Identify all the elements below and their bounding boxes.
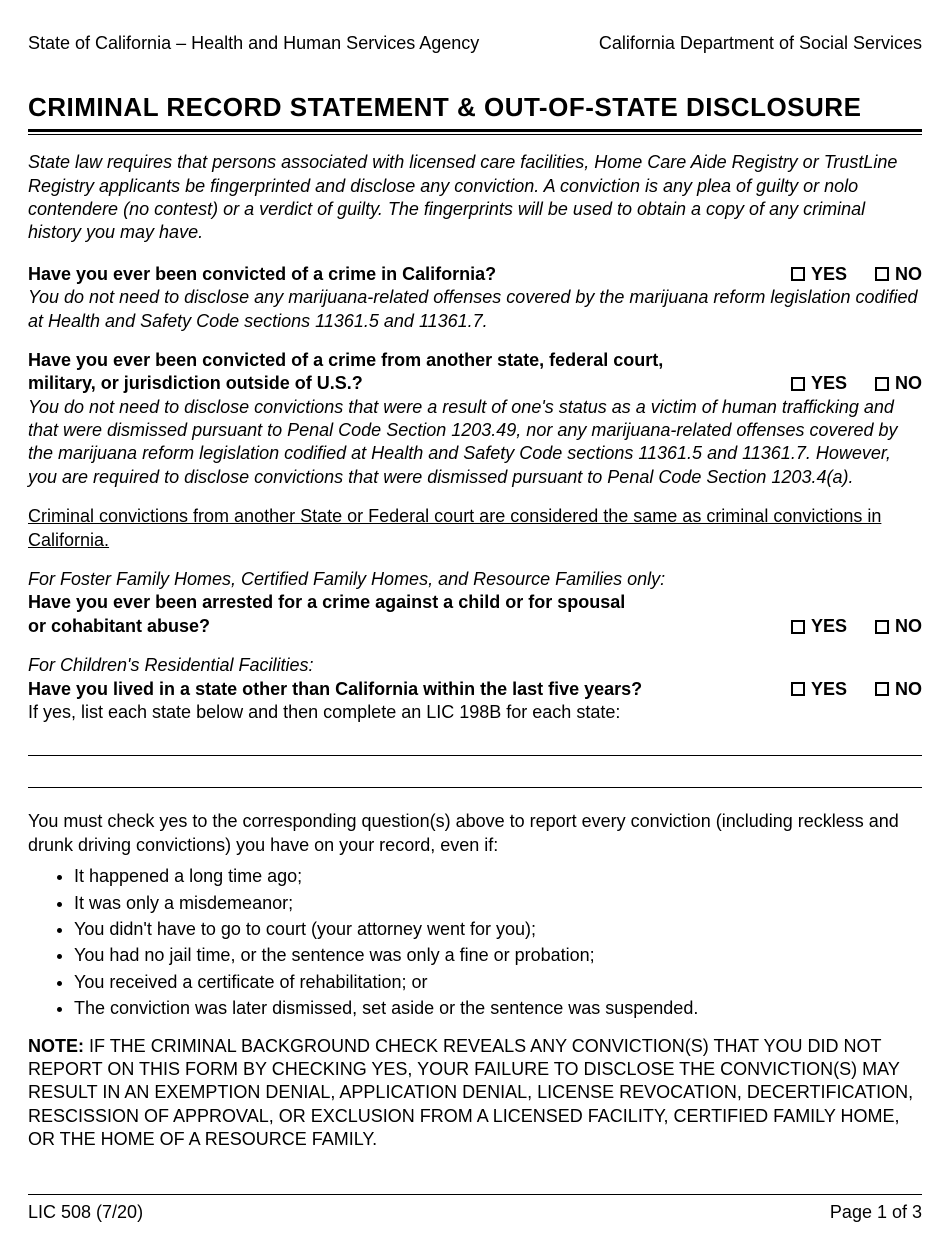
q3-no-choice[interactable]: NO <box>875 615 922 638</box>
header-left: State of California – Health and Human S… <box>28 32 479 55</box>
question-2-note: You do not need to disclose convictions … <box>28 396 922 490</box>
page-footer: LIC 508 (7/20) Page 1 of 3 <box>28 1194 922 1224</box>
question-1-text: Have you ever been convicted of a crime … <box>28 263 791 286</box>
must-check-paragraph: You must check yes to the corresponding … <box>28 810 922 857</box>
form-id: LIC 508 (7/20) <box>28 1201 143 1224</box>
checkbox-icon <box>875 682 889 696</box>
states-blank-line-1[interactable] <box>28 732 922 756</box>
checkbox-icon <box>791 620 805 634</box>
page-number: Page 1 of 3 <box>830 1201 922 1224</box>
q1-yes-choice[interactable]: YES <box>791 263 847 286</box>
checkbox-icon <box>875 267 889 281</box>
note-block: NOTE: IF THE CRIMINAL BACKGROUND CHECK R… <box>28 1035 922 1152</box>
page-title: CRIMINAL RECORD STATEMENT & OUT-OF-STATE… <box>28 91 922 125</box>
q3-yes-choice[interactable]: YES <box>791 615 847 638</box>
q1-no-choice[interactable]: NO <box>875 263 922 286</box>
question-1-note: You do not need to disclose any marijuan… <box>28 286 922 333</box>
bullets-list: It happened a long time ago; It was only… <box>74 865 922 1020</box>
bullet-item: It was only a misdemeanor; <box>74 892 922 915</box>
checkbox-icon <box>791 267 805 281</box>
question-4-block: For Children's Residential Facilities: H… <box>28 654 922 788</box>
no-label: NO <box>895 372 922 395</box>
question-3-row: or cohabitant abuse? YES NO <box>28 615 922 638</box>
q4-no-choice[interactable]: NO <box>875 678 922 701</box>
footer-rule <box>28 1194 922 1195</box>
question-1-choices: YES NO <box>791 263 922 286</box>
no-label: NO <box>895 678 922 701</box>
bullet-item: You received a certificate of rehabilita… <box>74 971 922 994</box>
bullet-item: You didn't have to go to court (your att… <box>74 918 922 941</box>
bullet-item: You had no jail time, or the sentence wa… <box>74 944 922 967</box>
checkbox-icon <box>875 377 889 391</box>
q4-yes-choice[interactable]: YES <box>791 678 847 701</box>
yes-label: YES <box>811 615 847 638</box>
checkbox-icon <box>875 620 889 634</box>
question-4-row: Have you lived in a state other than Cal… <box>28 678 922 701</box>
checkbox-icon <box>791 682 805 696</box>
yes-label: YES <box>811 678 847 701</box>
question-3-block: For Foster Family Homes, Certified Famil… <box>28 568 922 638</box>
note-body: IF THE CRIMINAL BACKGROUND CHECK REVEALS… <box>28 1036 913 1150</box>
note-label: NOTE: <box>28 1036 84 1056</box>
question-3-line1: Have you ever been arrested for a crime … <box>28 591 922 614</box>
question-2-row: military, or jurisdiction outside of U.S… <box>28 372 922 395</box>
states-blank-line-2[interactable] <box>28 764 922 788</box>
q2-no-choice[interactable]: NO <box>875 372 922 395</box>
checkbox-icon <box>791 377 805 391</box>
question-4-choices: YES NO <box>791 678 922 701</box>
question-4-text: Have you lived in a state other than Cal… <box>28 678 791 701</box>
header-row: State of California – Health and Human S… <box>28 32 922 55</box>
yes-label: YES <box>811 263 847 286</box>
bullet-item: The conviction was later dismissed, set … <box>74 997 922 1020</box>
question-4-pre: For Children's Residential Facilities: <box>28 654 922 677</box>
title-rule-top <box>28 129 922 132</box>
title-rule-bottom <box>28 134 922 135</box>
no-label: NO <box>895 263 922 286</box>
same-as-statement: Criminal convictions from another State … <box>28 505 922 552</box>
header-right: California Department of Social Services <box>599 32 922 55</box>
question-1-row: Have you ever been convicted of a crime … <box>28 263 922 286</box>
no-label: NO <box>895 615 922 638</box>
intro-paragraph: State law requires that persons associat… <box>28 151 922 245</box>
bullet-item: It happened a long time ago; <box>74 865 922 888</box>
question-2-line1: Have you ever been convicted of a crime … <box>28 349 922 372</box>
footer-row: LIC 508 (7/20) Page 1 of 3 <box>28 1201 922 1224</box>
q2-yes-choice[interactable]: YES <box>791 372 847 395</box>
question-3-pre: For Foster Family Homes, Certified Famil… <box>28 568 922 591</box>
question-2-choices: YES NO <box>791 372 922 395</box>
question-3-line2: or cohabitant abuse? <box>28 615 791 638</box>
question-2-block: Have you ever been convicted of a crime … <box>28 349 922 489</box>
question-1-block: Have you ever been convicted of a crime … <box>28 263 922 333</box>
question-4-after: If yes, list each state below and then c… <box>28 701 922 724</box>
question-2-line2: military, or jurisdiction outside of U.S… <box>28 372 791 395</box>
question-3-choices: YES NO <box>791 615 922 638</box>
yes-label: YES <box>811 372 847 395</box>
